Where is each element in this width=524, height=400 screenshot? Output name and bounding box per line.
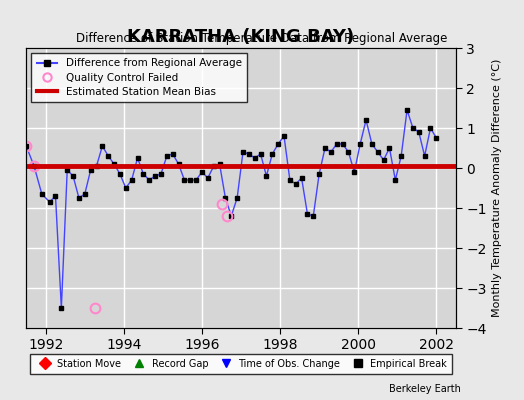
Text: Difference of Station Temperature Data from Regional Average: Difference of Station Temperature Data f… — [77, 32, 447, 45]
Text: Berkeley Earth: Berkeley Earth — [389, 384, 461, 394]
Title: KARRATHA (KING BAY): KARRATHA (KING BAY) — [127, 28, 355, 46]
Y-axis label: Monthly Temperature Anomaly Difference (°C): Monthly Temperature Anomaly Difference (… — [493, 59, 503, 317]
Legend: Station Move, Record Gap, Time of Obs. Change, Empirical Break: Station Move, Record Gap, Time of Obs. C… — [30, 354, 452, 374]
